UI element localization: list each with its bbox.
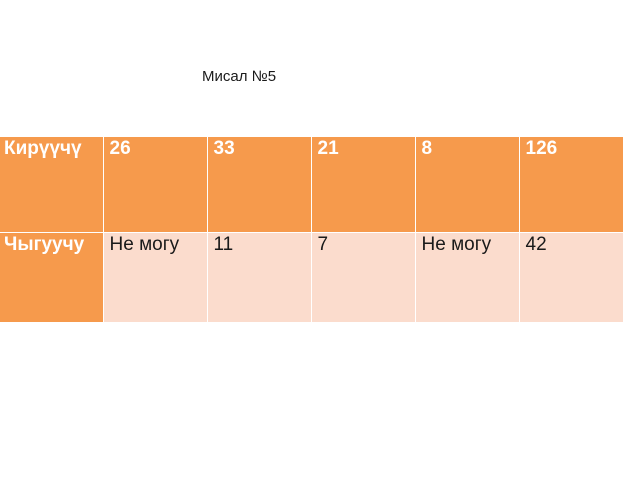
- row-header-input: Кирүүчү: [0, 137, 104, 233]
- table-cell: 8: [415, 137, 520, 233]
- table-cell: 26: [103, 137, 208, 233]
- row-header-output: Чыгуучу: [0, 232, 104, 323]
- table-cell: Не могу: [415, 232, 520, 323]
- table-cell: 7: [311, 232, 416, 323]
- table-row-input: Кирүүчү 26 33 21 8 126: [0, 137, 624, 233]
- table-cell: 42: [519, 232, 624, 323]
- table-cell: 33: [207, 137, 312, 233]
- table-row-output: Чыгуучу Не могу 11 7 Не могу 42: [0, 232, 624, 323]
- table-cell: 21: [311, 137, 416, 233]
- table-cell: 126: [519, 137, 624, 233]
- slide-title: Мисал №5: [202, 68, 277, 85]
- table-cell: 11: [207, 232, 312, 323]
- table-cell: Не могу: [103, 232, 208, 323]
- input-output-table: Кирүүчү 26 33 21 8 126 Чыгуучу Не могу 1…: [0, 137, 624, 323]
